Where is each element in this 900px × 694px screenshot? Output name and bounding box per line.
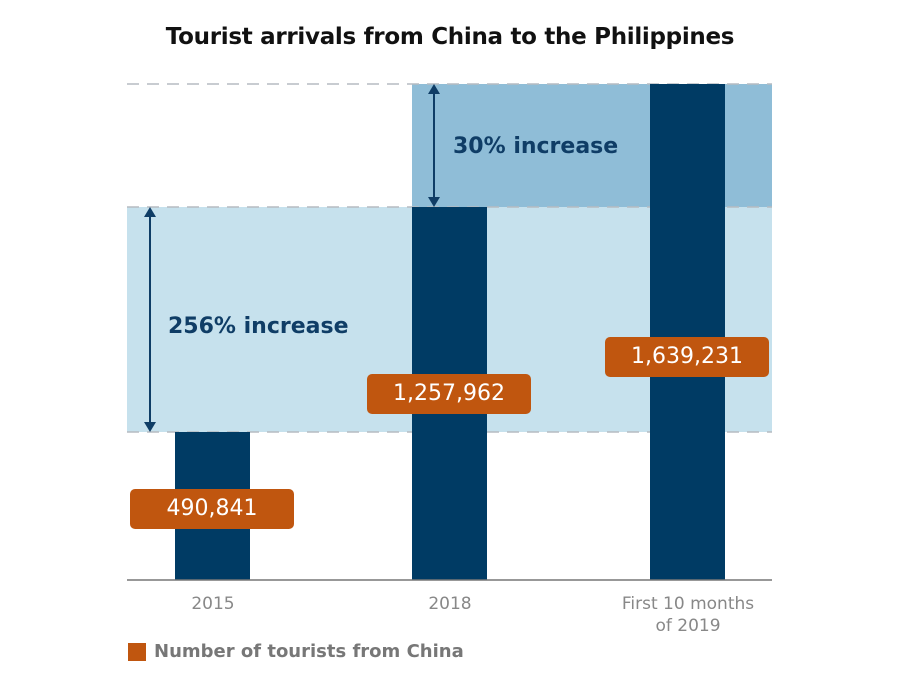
arrow-256-head-down-icon — [144, 422, 156, 432]
annotation-256: 256% increase — [168, 314, 349, 339]
legend: Number of tourists from China — [128, 641, 464, 662]
x-tick-2019: First 10 months of 2019 — [588, 593, 788, 637]
legend-swatch — [128, 642, 146, 661]
legend-label: Number of tourists from China — [154, 641, 464, 662]
value-label-2018: 1,257,962 — [367, 374, 531, 414]
annotation-30: 30% increase — [453, 134, 619, 159]
arrow-256-head-up-icon — [144, 207, 156, 217]
arrow-30-head-up-icon — [428, 84, 440, 94]
x-tick-2019-line1: First 10 months — [621, 594, 755, 614]
chart-title: Tourist arrivals from China to the Phili… — [165, 24, 735, 50]
x-tick-2018: 2018 — [428, 594, 472, 614]
arrow-30-head-down-icon — [428, 197, 440, 207]
value-label-2019: 1,639,231 — [605, 337, 769, 377]
x-tick-2019-line2: of 2019 — [655, 616, 721, 636]
x-tick-2015: 2015 — [191, 594, 235, 614]
value-label-2015: 490,841 — [130, 489, 294, 529]
bar-first-10-months-of-2019 — [650, 84, 725, 580]
